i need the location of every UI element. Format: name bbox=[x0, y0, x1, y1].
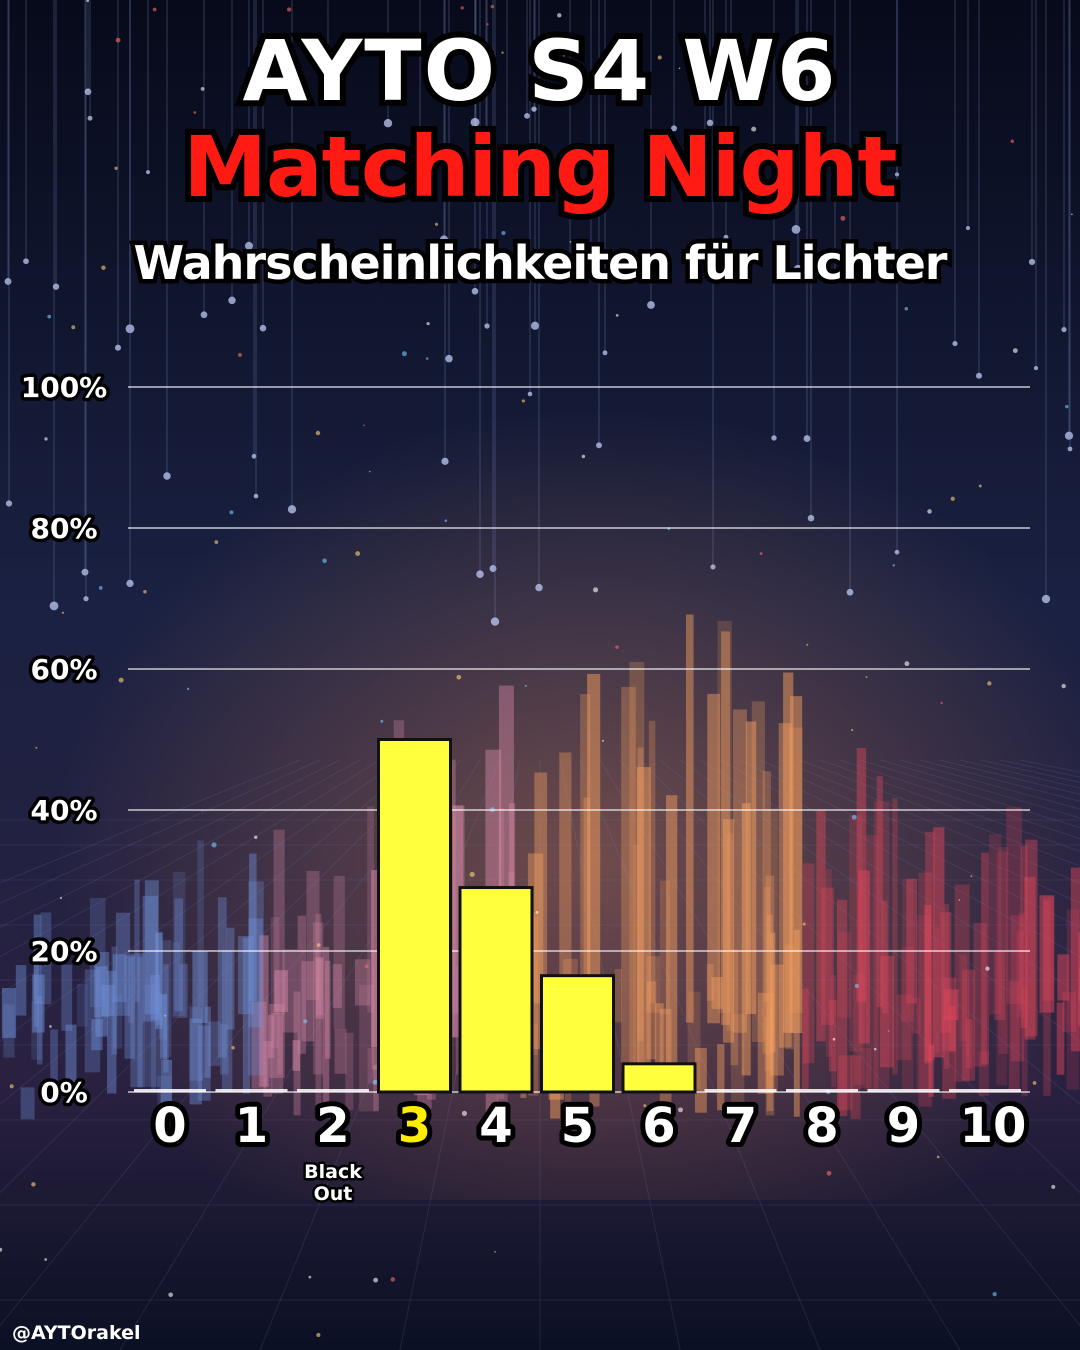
chart-title: Wahrscheinlichkeiten für Lichter bbox=[129, 232, 952, 295]
x-tick-label-7: 7 bbox=[724, 1098, 757, 1154]
y-axis-ticks: 0% 20% 40% 60% 80% 100% bbox=[17, 368, 111, 1113]
x-tick-label-0: 0 bbox=[153, 1098, 186, 1154]
x-tick-label-2: 2 bbox=[316, 1098, 349, 1154]
bar-10 bbox=[949, 1089, 1021, 1092]
page-subtitle-red: Matching Night bbox=[177, 112, 903, 222]
x-tick-label-4: 4 bbox=[479, 1098, 512, 1154]
bar-3 bbox=[377, 738, 452, 1094]
x-axis-ticks: 0 1 2 3 4 5 6 7 8 9 10 bbox=[148, 1093, 1031, 1159]
bar-9 bbox=[867, 1089, 940, 1092]
y-tick-label: 40% bbox=[30, 794, 97, 827]
bar-8 bbox=[786, 1089, 858, 1092]
x-tick-label-1: 1 bbox=[235, 1098, 268, 1154]
annotation-2: Black Out bbox=[304, 1161, 362, 1205]
bar-0 bbox=[134, 1089, 206, 1092]
bar-1 bbox=[215, 1089, 288, 1092]
bars bbox=[134, 738, 1021, 1094]
bar-4 bbox=[458, 886, 534, 1094]
y-tick-label: 80% bbox=[30, 512, 97, 545]
annotations: Black Out bbox=[302, 1159, 365, 1208]
x-tick-label-9: 9 bbox=[887, 1098, 920, 1154]
y-tick-label: 0% bbox=[40, 1076, 88, 1109]
bar-2 bbox=[297, 1089, 369, 1092]
x-tick-label-5: 5 bbox=[561, 1098, 594, 1154]
page-title: AYTO S4 W6 bbox=[236, 16, 841, 126]
bar-7 bbox=[704, 1089, 777, 1092]
x-tick-label-6: 6 bbox=[642, 1098, 675, 1154]
y-tick-label: 60% bbox=[30, 653, 97, 686]
x-tick-label-3: 3 bbox=[398, 1098, 431, 1154]
bar-6 bbox=[621, 1062, 697, 1094]
x-tick-label-8: 8 bbox=[805, 1098, 838, 1154]
y-tick-label: 20% bbox=[30, 935, 97, 968]
y-tick-label: 100% bbox=[21, 371, 108, 404]
author-handle: @AYTOrakel bbox=[12, 1322, 141, 1344]
bar-5 bbox=[540, 974, 615, 1094]
x-tick-label-10: 10 bbox=[960, 1098, 1027, 1154]
